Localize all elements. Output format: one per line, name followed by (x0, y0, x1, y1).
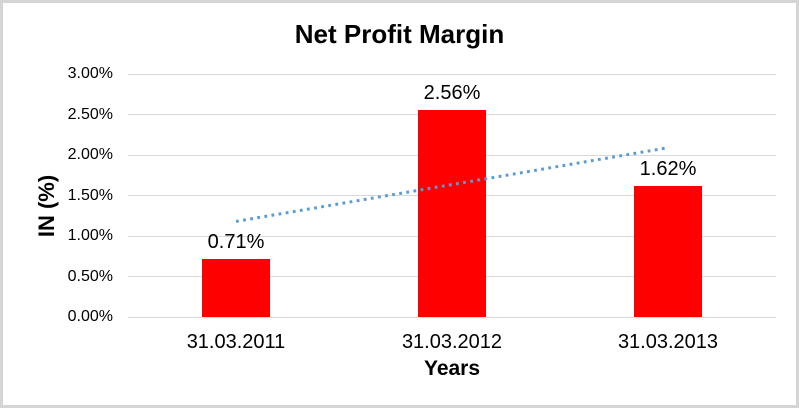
y-tick-label: 2.00% (67, 146, 113, 163)
x-tick-label: 31.03.2011 (186, 331, 286, 353)
y-tick-label: 2.50% (67, 105, 113, 123)
chart-title: Net Profit Margin (294, 19, 505, 49)
bar-data-label: 0.71% (207, 231, 265, 254)
y-tick-label: 0.00% (67, 308, 113, 325)
y-tick-label: 3.00% (67, 65, 113, 82)
bar (202, 259, 270, 317)
trendline (235, 146, 669, 223)
bar-data-label: 2.56% (423, 81, 481, 104)
y-tick-label: 1.50% (67, 186, 113, 204)
y-tick-label: 1.00% (67, 227, 113, 244)
bar-data-label: 1.62% (639, 157, 697, 180)
y-tick-label: 0.50% (67, 267, 113, 285)
bar (418, 109, 486, 317)
trendline-svg (235, 146, 669, 223)
x-axis-title: Years (423, 357, 481, 380)
gridline (128, 316, 776, 318)
x-tick-label: 31.03.2012 (401, 331, 503, 353)
gridline (128, 73, 776, 75)
bar (634, 185, 702, 317)
x-tick-label: 31.03.2013 (617, 331, 719, 353)
